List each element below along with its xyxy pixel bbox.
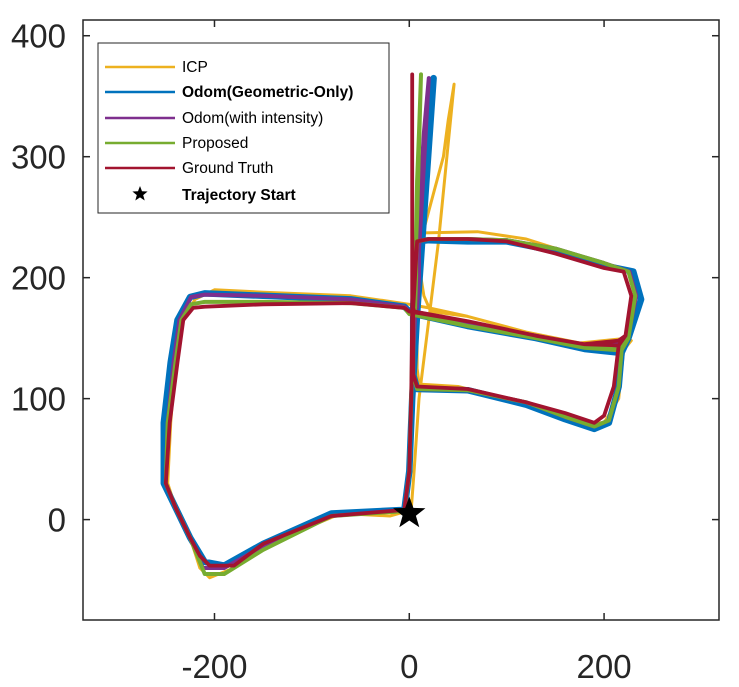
y-tick-label: 400 — [11, 18, 66, 55]
x-tick-label: -200 — [181, 648, 247, 685]
plot-frame — [82, 19, 720, 621]
axis-layer: -200 0 200 0 100 200 300 400 — [11, 18, 719, 685]
legend: ICP Odom(Geometric-Only) Odom(with intensi… — [97, 42, 390, 214]
series-layer — [160, 72, 645, 580]
y-tick-label: 300 — [11, 139, 66, 176]
legend-label-3: Odom(with intensity) — [182, 110, 323, 127]
y-tick-label: 0 — [48, 502, 66, 539]
legend-label-4: Proposed — [182, 135, 248, 152]
legend-star-icon — [132, 186, 148, 201]
legend-label-5: Ground Truth — [182, 160, 273, 177]
start-star-marker — [393, 496, 426, 528]
series-line-5 — [163, 72, 634, 568]
legend-label-1: ICP — [182, 59, 208, 76]
marker-layer — [393, 496, 426, 528]
legend-label-start: Trajectory Start — [182, 187, 296, 204]
x-tick-label: 200 — [577, 648, 632, 685]
legend-label-2: Odom(Geometric-Only) — [182, 84, 353, 101]
x-tick-label: 0 — [400, 648, 418, 685]
y-tick-label: 100 — [11, 381, 66, 418]
y-tick-label: 200 — [11, 260, 66, 297]
legend-box — [97, 42, 390, 214]
